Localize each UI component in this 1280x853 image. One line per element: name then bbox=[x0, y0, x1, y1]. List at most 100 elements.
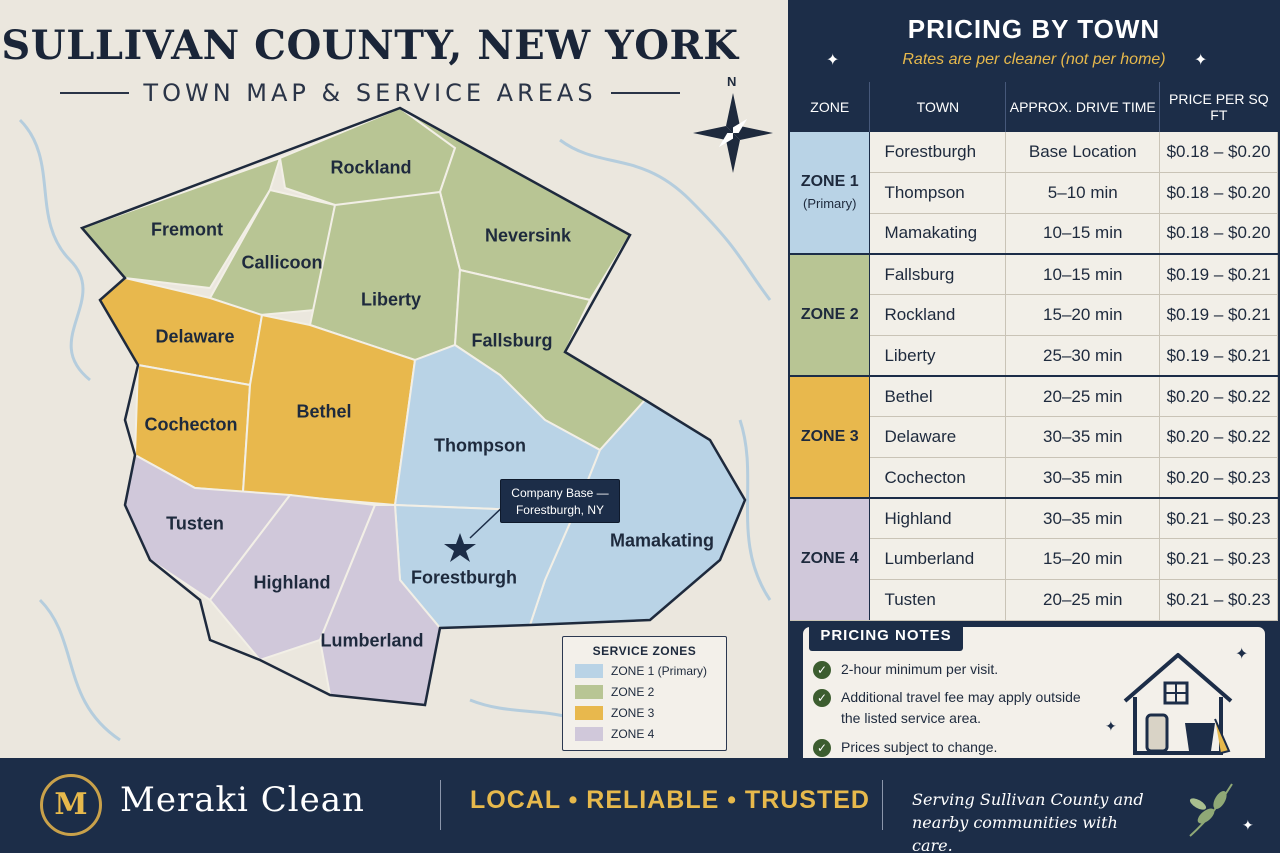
note-text: Additional travel fee may apply outside … bbox=[841, 689, 1081, 726]
brand-tagline: LOCAL • RELIABLE • TRUSTED bbox=[470, 786, 870, 814]
table-row: Delaware 30–35 min $0.20 – $0.22 bbox=[790, 416, 1278, 458]
drive-cell: Base Location bbox=[1005, 132, 1161, 174]
legend-label: ZONE 4 bbox=[611, 727, 655, 741]
town-label-cochecton[interactable]: Cochecton bbox=[144, 414, 238, 435]
table-row: ZONE 1 (Primary) Forestburgh Base Locati… bbox=[790, 132, 1278, 256]
price-cell: $0.19 – $0.21 bbox=[1159, 335, 1278, 378]
drive-cell: 10–15 min bbox=[1005, 254, 1161, 296]
drive-cell: 20–25 min bbox=[1005, 579, 1161, 621]
zone-cell-zone1: ZONE 1 (Primary) bbox=[790, 132, 871, 256]
town-label-fremont[interactable]: Fremont bbox=[151, 219, 223, 240]
sparkle-icon: ✦ bbox=[826, 52, 840, 69]
legend-label: ZONE 2 bbox=[611, 685, 655, 699]
pricing-table-wrap: ZONE TOWN APPROX. DRIVE TIME PRICE PER S… bbox=[790, 82, 1278, 621]
legend-item-zone4: ZONE 4 bbox=[575, 726, 726, 742]
pricing-notes-title: PRICING NOTES bbox=[809, 621, 963, 651]
base-star-icon bbox=[444, 533, 476, 562]
footer-divider bbox=[440, 780, 441, 830]
town-label-bethel[interactable]: Bethel bbox=[296, 401, 352, 422]
town-label-forestburgh[interactable]: Forestburgh bbox=[411, 567, 517, 588]
svg-text:✦: ✦ bbox=[1105, 718, 1117, 734]
table-row: Lumberland 15–20 min $0.21 – $0.23 bbox=[790, 538, 1278, 581]
legend-item-zone3: ZONE 3 bbox=[575, 705, 726, 721]
sparkle-icon: ✦ bbox=[1194, 52, 1208, 69]
legend-label: ZONE 3 bbox=[611, 706, 655, 720]
legend-label: ZONE 1 (Primary) bbox=[611, 664, 707, 678]
table-row: Thompson 5–10 min $0.18 – $0.20 bbox=[790, 172, 1278, 214]
drive-cell: 5–10 min bbox=[1005, 172, 1161, 214]
drive-cell: 30–35 min bbox=[1005, 416, 1161, 458]
price-cell: $0.20 – $0.22 bbox=[1159, 376, 1278, 418]
page-subtitle: TOWN MAP & SERVICE AREAS bbox=[143, 79, 597, 107]
town-label-liberty[interactable]: Liberty bbox=[360, 289, 422, 310]
footer-divider bbox=[882, 780, 883, 830]
drive-cell: 20–25 min bbox=[1005, 376, 1161, 418]
zone4-regions bbox=[123, 453, 442, 707]
pricing-subtitle: Rates are per cleaner (not per home) bbox=[902, 51, 1166, 68]
legend-item-zone1: ZONE 1 (Primary) bbox=[575, 663, 726, 679]
zone-label: ZONE 1 bbox=[800, 172, 859, 190]
town-label-delaware[interactable]: Delaware bbox=[155, 326, 235, 347]
company-base-callout: Company Base — Forestburgh, NY bbox=[500, 479, 620, 523]
town-cell: Tusten bbox=[869, 579, 1007, 621]
town-cell: Delaware bbox=[869, 416, 1007, 458]
check-icon: ✓ bbox=[813, 739, 831, 757]
subtitle-row: TOWN MAP & SERVICE AREAS bbox=[60, 76, 680, 110]
river-lines bbox=[18, 118, 772, 742]
table-row: ZONE 2 Fallsburg 10–15 min $0.19 – $0.21 bbox=[790, 254, 1278, 378]
zone2-regions bbox=[80, 106, 647, 452]
note-item: ✓ 2-hour minimum per visit. bbox=[813, 659, 1101, 680]
town-cell: Rockland bbox=[869, 294, 1007, 336]
town-label-callicoon[interactable]: Callicoon bbox=[241, 252, 323, 273]
price-cell: $0.21 – $0.23 bbox=[1159, 498, 1278, 540]
price-cell: $0.18 – $0.20 bbox=[1159, 213, 1278, 256]
price-cell: $0.21 – $0.23 bbox=[1159, 538, 1278, 581]
note-text: 2-hour minimum per visit. bbox=[841, 661, 999, 677]
town-label-lumberland[interactable]: Lumberland bbox=[320, 630, 424, 651]
check-icon: ✓ bbox=[813, 689, 831, 707]
table-row: ZONE 3 Bethel 20–25 min $0.20 – $0.22 bbox=[790, 376, 1278, 500]
town-label-rockland[interactable]: Rockland bbox=[330, 157, 412, 178]
town-cell: Highland bbox=[869, 498, 1007, 540]
county-outline bbox=[79, 106, 747, 707]
legend-swatch-zone1 bbox=[575, 664, 603, 678]
town-label-neversink[interactable]: Neversink bbox=[484, 225, 572, 246]
drive-cell: 15–20 min bbox=[1005, 538, 1161, 581]
table-row: Liberty 25–30 min $0.19 – $0.21 bbox=[790, 335, 1278, 378]
map-panel: SULLIVAN COUNTY, NEW YORK TOWN MAP & SER… bbox=[1, 22, 773, 751]
zone-cell-zone3: ZONE 3 bbox=[790, 376, 871, 500]
town-label-highland[interactable]: Highland bbox=[253, 572, 331, 593]
serving-statement: Serving Sullivan County and nearby commu… bbox=[912, 790, 1144, 853]
town-label-tusten[interactable]: Tusten bbox=[166, 513, 224, 534]
price-cell: $0.20 – $0.23 bbox=[1159, 457, 1278, 500]
zone-cell-zone4: ZONE 4 bbox=[790, 498, 871, 621]
subtitle-rule-right bbox=[610, 92, 680, 94]
footer-bar: M Meraki Clean LOCAL • RELIABLE • TRUSTE… bbox=[0, 758, 1280, 853]
town-cell: Thompson bbox=[869, 172, 1007, 214]
svg-text:✦: ✦ bbox=[1235, 646, 1248, 663]
drive-cell: 30–35 min bbox=[1005, 498, 1161, 540]
compass-rose bbox=[693, 93, 773, 173]
svg-text:✦: ✦ bbox=[1242, 817, 1254, 833]
service-zones-legend: SERVICE ZONES ZONE 1 (Primary) ZONE 2 ZO… bbox=[562, 636, 727, 751]
price-cell: $0.19 – $0.21 bbox=[1159, 294, 1278, 336]
town-cell: Liberty bbox=[869, 335, 1007, 378]
town-cell: Forestburgh bbox=[869, 132, 1007, 174]
zone1-regions bbox=[393, 343, 747, 630]
town-label-fallsburg[interactable]: Fallsburg bbox=[471, 330, 553, 351]
zone-label: ZONE 4 bbox=[800, 550, 859, 568]
town-cell: Lumberland bbox=[869, 538, 1007, 581]
table-row: Mamakating 10–15 min $0.18 – $0.20 bbox=[790, 213, 1278, 256]
town-label-mamakating[interactable]: Mamakating bbox=[609, 530, 715, 551]
zone-label: ZONE 3 bbox=[800, 428, 859, 446]
county-map bbox=[18, 93, 773, 742]
subtitle-rule-left bbox=[60, 92, 130, 94]
table-row: Tusten 20–25 min $0.21 – $0.23 bbox=[790, 579, 1278, 621]
price-cell: $0.18 – $0.20 bbox=[1159, 172, 1278, 214]
callout-line-1: Company Base — bbox=[511, 486, 609, 500]
zone3-regions bbox=[98, 276, 417, 507]
note-item: ✓ Prices subject to change. bbox=[813, 737, 1101, 758]
drive-cell: 25–30 min bbox=[1005, 335, 1161, 378]
town-label-thompson[interactable]: Thompson bbox=[434, 435, 526, 456]
town-cell: Cochecton bbox=[869, 457, 1007, 500]
